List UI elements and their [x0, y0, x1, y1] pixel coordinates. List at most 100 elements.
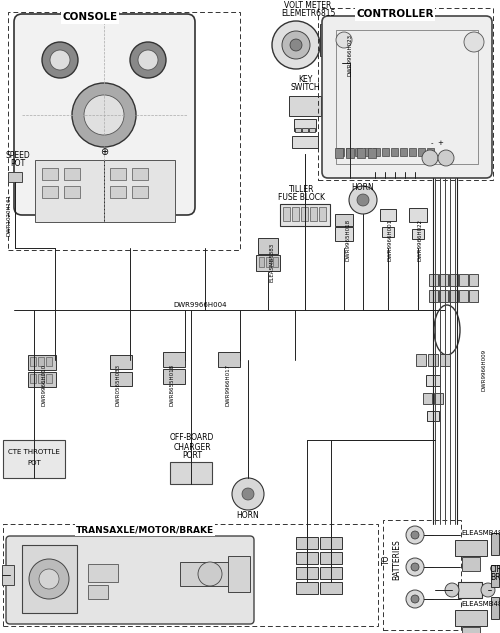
Text: POT: POT: [27, 460, 41, 466]
FancyBboxPatch shape: [6, 536, 254, 624]
Bar: [357, 148, 365, 158]
Text: DWR1020H161: DWR1020H161: [6, 194, 12, 236]
Bar: [409, 148, 416, 156]
Bar: [38, 374, 44, 383]
Text: DWR9966H023: DWR9966H023: [348, 34, 352, 76]
Bar: [292, 207, 299, 221]
Circle shape: [411, 531, 419, 539]
Bar: [163, 369, 185, 384]
Bar: [440, 354, 450, 366]
Bar: [28, 355, 56, 370]
Text: POT: POT: [10, 158, 26, 168]
Text: DWR9966H009: DWR9966H009: [482, 349, 486, 391]
Bar: [427, 148, 434, 156]
Text: -  +: - +: [430, 140, 444, 146]
Bar: [319, 207, 326, 221]
Bar: [468, 290, 477, 302]
Bar: [132, 186, 148, 198]
Bar: [280, 204, 330, 226]
Circle shape: [411, 595, 419, 603]
Bar: [382, 227, 394, 237]
Bar: [462, 627, 480, 633]
Bar: [346, 148, 353, 156]
Text: ELEASMB4841: ELEASMB4841: [462, 530, 500, 536]
Bar: [309, 128, 315, 132]
Bar: [434, 392, 443, 403]
Bar: [320, 24, 342, 56]
Circle shape: [282, 31, 310, 59]
Circle shape: [130, 42, 166, 78]
Text: DWR9966H001: DWR9966H001: [388, 219, 392, 261]
Text: CHARGER: CHARGER: [173, 442, 211, 451]
FancyBboxPatch shape: [14, 14, 195, 215]
Bar: [335, 214, 353, 226]
Bar: [218, 352, 240, 367]
Bar: [35, 160, 175, 222]
Text: KEY: KEY: [298, 75, 312, 84]
Circle shape: [29, 559, 69, 599]
Bar: [336, 30, 478, 164]
Bar: [30, 357, 36, 366]
Text: SWITCH: SWITCH: [290, 82, 320, 92]
Text: ELEMETR6815: ELEMETR6815: [281, 8, 335, 18]
Circle shape: [411, 563, 419, 571]
Text: DWR9966H004: DWR9966H004: [174, 302, 227, 308]
Circle shape: [349, 186, 377, 214]
Text: ⊕: ⊕: [100, 147, 108, 157]
Bar: [88, 564, 118, 582]
Bar: [310, 207, 317, 221]
Bar: [468, 274, 477, 286]
Circle shape: [406, 526, 424, 544]
Bar: [8, 172, 22, 182]
Text: ELEASMB5383: ELEASMB5383: [270, 242, 274, 282]
Bar: [318, 8, 493, 180]
Bar: [64, 186, 80, 198]
Bar: [448, 290, 458, 302]
Bar: [320, 552, 342, 564]
Bar: [400, 148, 407, 156]
Bar: [320, 567, 342, 579]
Circle shape: [438, 150, 454, 166]
Bar: [2, 565, 14, 585]
Text: HORN: HORN: [236, 510, 260, 520]
Bar: [292, 136, 318, 148]
Bar: [346, 148, 354, 158]
Bar: [458, 290, 468, 302]
Bar: [320, 537, 342, 549]
Bar: [283, 207, 290, 221]
Bar: [355, 148, 362, 156]
Bar: [320, 582, 342, 594]
Bar: [259, 257, 264, 267]
Circle shape: [336, 32, 352, 48]
Bar: [170, 462, 212, 484]
Bar: [22, 545, 77, 613]
Bar: [296, 567, 318, 579]
Bar: [180, 562, 235, 586]
Circle shape: [406, 590, 424, 608]
Bar: [28, 372, 56, 387]
Text: TILLER: TILLER: [289, 185, 315, 194]
Circle shape: [138, 50, 158, 70]
Bar: [266, 257, 271, 267]
Bar: [428, 290, 438, 302]
Bar: [3, 440, 65, 478]
Circle shape: [481, 583, 495, 597]
Bar: [458, 274, 468, 286]
Circle shape: [290, 39, 302, 51]
Bar: [368, 148, 376, 158]
Bar: [132, 168, 148, 180]
Text: CONTROLLER: CONTROLLER: [356, 9, 434, 19]
Bar: [64, 168, 80, 180]
Text: CTE THROTTLE: CTE THROTTLE: [8, 449, 60, 455]
Bar: [428, 354, 438, 366]
Circle shape: [198, 562, 222, 586]
Bar: [455, 540, 487, 556]
Circle shape: [357, 194, 369, 206]
Text: PORT: PORT: [182, 451, 202, 460]
Bar: [427, 411, 439, 421]
Circle shape: [445, 583, 459, 597]
Text: ELEASMB4841: ELEASMB4841: [462, 601, 500, 607]
Bar: [373, 148, 380, 156]
Bar: [88, 585, 108, 599]
Text: DWR8655H018: DWR8655H018: [170, 364, 174, 406]
